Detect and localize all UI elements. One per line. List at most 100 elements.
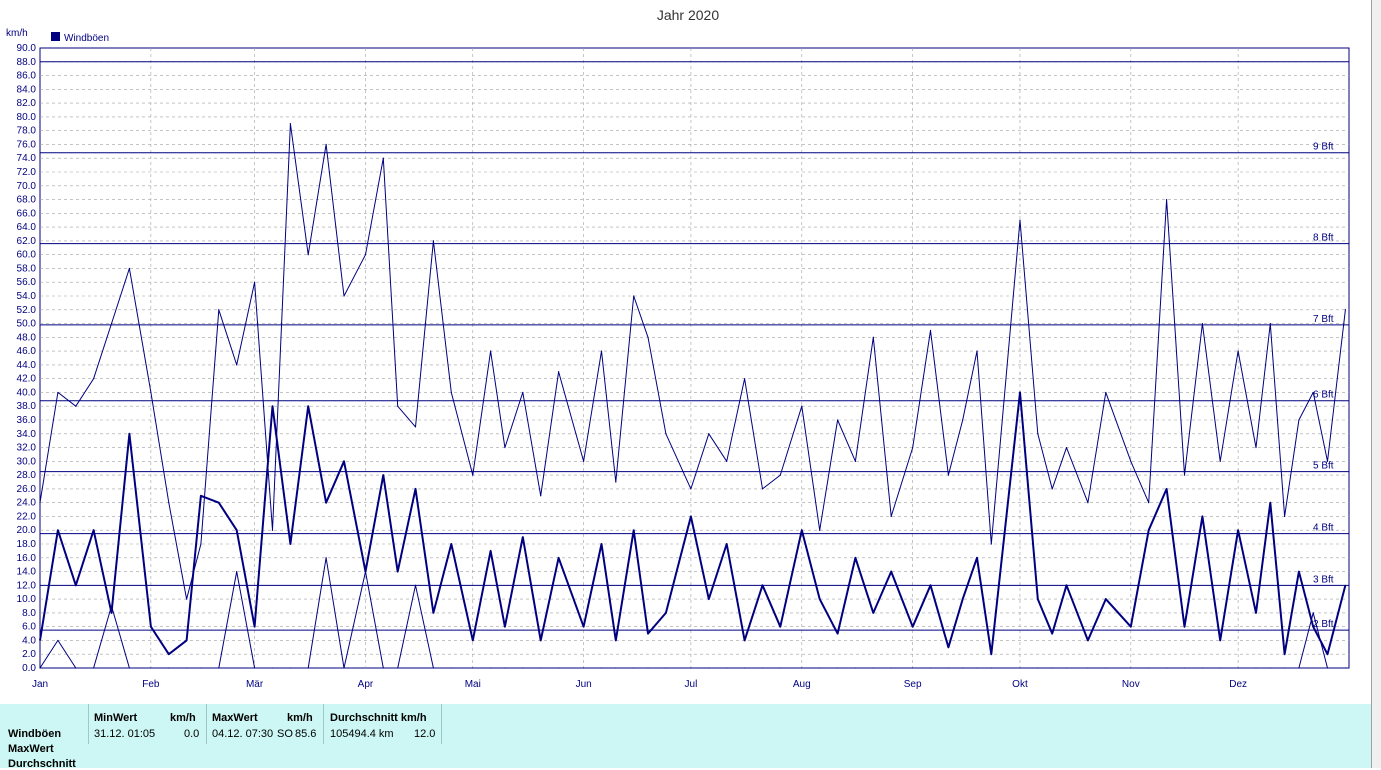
beaufort-label: 4 Bft [1313,523,1334,534]
data-point-max [633,295,635,297]
data-point-avg [761,584,764,586]
y-tick-label: 60.0 [17,250,37,261]
data-point-min [708,667,710,669]
min-value: 0.0 [184,728,200,740]
month-label: Jun [576,679,592,690]
data-point-min [218,667,220,669]
y-tick-label: 42.0 [17,374,37,385]
y-tick-label: 36.0 [17,415,37,426]
data-point-max [761,488,764,490]
data-point-max [490,350,492,352]
y-tick-label: 28.0 [17,470,37,481]
data-point-min [271,667,274,669]
data-point-min [665,667,667,669]
data-point-avg [665,612,667,614]
data-point-avg [168,653,170,655]
data-point-min [962,667,964,669]
y-tick-label: 56.0 [17,277,37,288]
data-point-max [1105,391,1107,394]
data-point-min [801,667,803,669]
data-point-min [583,667,585,669]
data-point-avg [583,626,585,628]
data-point-min [633,667,635,669]
data-point-avg [743,639,746,642]
data-point-max [912,446,914,449]
y-tick-label: 58.0 [17,263,37,274]
data-point-avg [1255,612,1257,614]
data-point-min [647,667,649,669]
data-point-min [504,667,506,669]
y-tick-label: 66.0 [17,208,37,219]
data-point-avg [929,584,932,586]
data-point-min [1148,667,1150,669]
data-point-avg [976,557,978,559]
data-point-max [1201,322,1203,325]
data-point-max [75,405,77,407]
data-point-max [1165,198,1168,201]
data-point-max [1269,322,1271,325]
y-tick-label: 68.0 [17,195,37,206]
data-point-avg [271,405,274,407]
data-point-min [912,667,914,669]
data-point-max [168,502,170,504]
data-point-max [271,529,274,531]
data-point-avg [947,646,950,648]
month-label: Mai [465,679,481,690]
data-point-max [253,281,256,283]
max-time: 04.12. 07:30 [212,728,274,740]
stats-divider [206,704,207,744]
data-point-max [93,378,95,380]
window-edge-line [1371,0,1372,768]
month-label: Sep [904,679,922,690]
data-point-max [819,529,821,531]
y-tick-label: 30.0 [17,456,37,467]
data-point-min [364,570,367,573]
data-point-max [307,254,309,256]
data-point-min [1269,667,1271,669]
series-line-min [39,557,1346,669]
legend-swatch [51,32,60,41]
data-point-min [615,667,617,669]
y-tick-label: 16.0 [17,553,37,564]
data-point-max [364,254,367,256]
data-point-max [150,391,152,394]
data-point-min [397,667,399,669]
data-point-min [947,667,950,669]
data-point-avg [990,653,992,655]
month-label: Okt [1012,679,1028,690]
y-tick-label: 72.0 [17,167,37,178]
data-point-min [1165,667,1168,669]
data-point-min [289,667,291,669]
data-point-avg [186,639,188,642]
data-point-avg [1312,626,1314,628]
data-point-avg [289,543,291,545]
data-point-avg [1326,653,1329,655]
data-point-min [490,667,492,669]
data-point-avg [1065,584,1068,586]
data-point-max [504,446,506,449]
data-point-avg [801,529,803,531]
data-point-min [450,667,452,669]
data-point-min [990,667,992,669]
data-point-min [382,667,384,669]
y-tick-label: 0.0 [22,663,36,674]
data-point-min [1298,667,1300,669]
data-point-avg [343,460,345,462]
data-point-min [110,605,113,607]
y-tick-label: 78.0 [17,126,37,137]
data-point-max [325,143,327,146]
y-tick-label: 38.0 [17,401,37,412]
data-point-max [1130,460,1132,462]
data-point-min [1087,667,1089,669]
data-point-max [1255,446,1257,449]
data-point-min [1037,667,1039,669]
data-point-max [962,419,964,421]
data-point-avg [93,529,95,531]
data-point-min [600,667,603,669]
data-point-avg [522,536,524,538]
y-tick-label: 76.0 [17,139,37,150]
data-point-max [947,474,950,476]
data-point-min [343,667,345,669]
data-point-min [1255,667,1257,669]
data-point-max [647,336,649,338]
